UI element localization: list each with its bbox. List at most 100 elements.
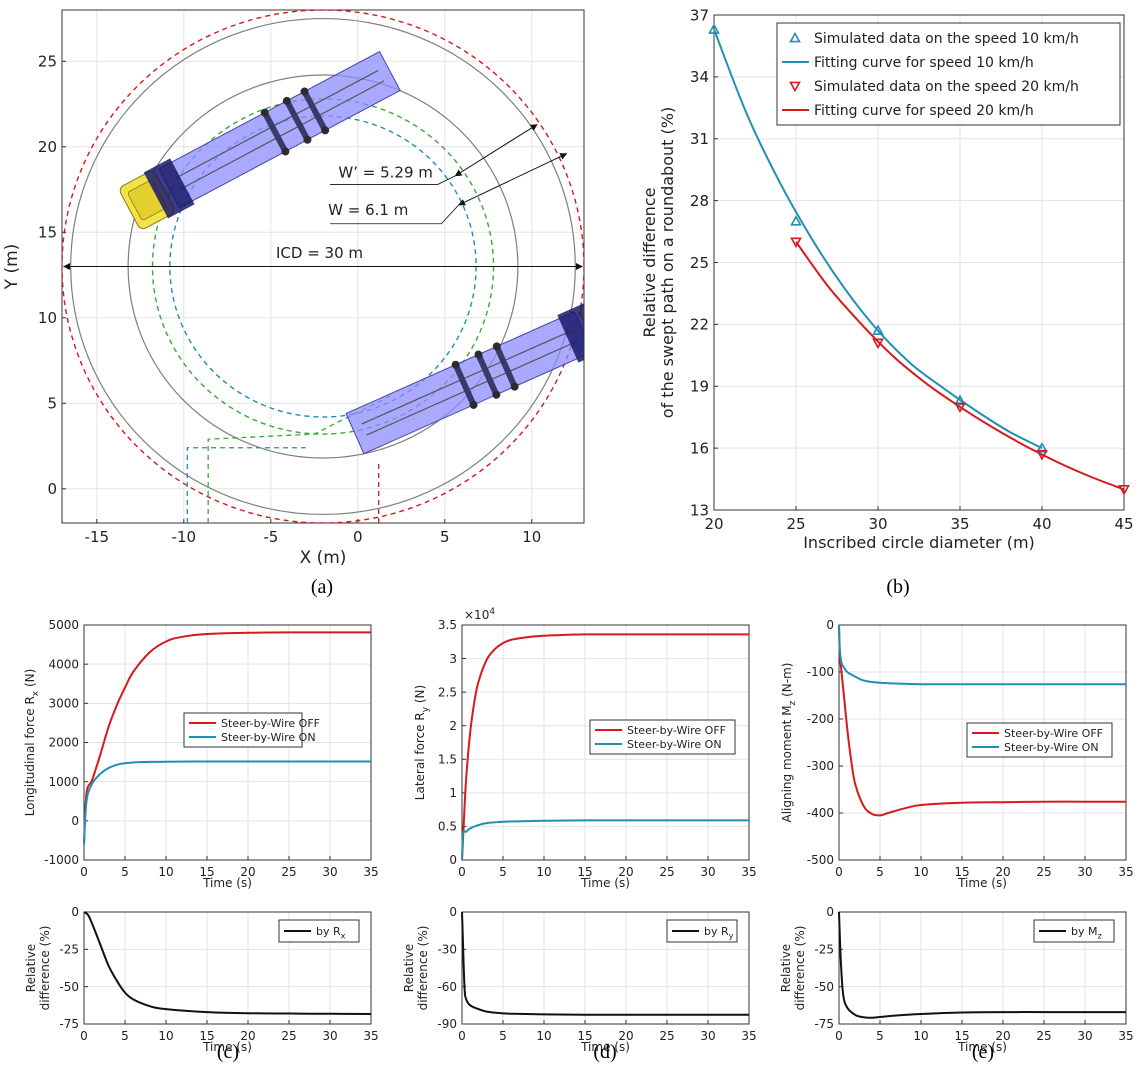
x-tick-label: 25 [281,1029,296,1043]
x-tick-label: 25 [281,865,296,879]
y-tick-label: 2000 [48,736,79,750]
chart-b: 20 25 30 35 40 45 13 16 19 22 25 28 31 34 37 Inscribed … [640,6,1134,552]
wheel [281,147,290,156]
y-tick-label: 0.5 [438,820,457,834]
series-line [461,911,749,1016]
data-point [1118,484,1130,496]
legend-label: by Ry [704,925,734,941]
x-tick-label: 45 [1114,515,1133,533]
data-point [872,324,884,335]
legend-label: Steer-by-Wire ON [627,738,722,751]
x-axis-label: Time (s) [202,1040,252,1054]
y-axis-label: Longitudinal force Rx (N) [23,669,41,817]
data-point [790,215,802,226]
x-axis-label: Inscribed circle diameter (m) [803,533,1035,552]
y-tick-label: 4000 [48,657,79,671]
x-tick-label: 15 [954,865,969,879]
x-tick-label: -5 [263,528,278,546]
x-tick-label: 0 [835,1029,843,1043]
legend-box [278,919,360,943]
series-line [83,760,371,845]
y-tick-label: -25 [59,943,79,957]
x-tick-label: 0 [80,1029,88,1043]
legend-label: Steer-by-Wire OFF [221,717,320,730]
x-tick-label: 25 [1036,1029,1051,1043]
caption-2: (c) [217,1041,239,1063]
x-tick-label: 0 [458,1029,466,1043]
x-axis-label: Time (s) [957,1040,1007,1054]
y-tick-label: 2.5 [438,685,457,699]
y-axis-label: Lateral force Ry (N) [413,685,431,800]
x-tick-label: 35 [1118,865,1133,879]
y-tick-label: 5000 [48,618,79,632]
y-axis-label: Aligning moment Mz (N-m) [780,663,798,823]
legend-label: Steer-by-Wire OFF [627,724,726,737]
y-axis-label: Relative [779,944,793,992]
dimension-arrow-w [458,153,568,206]
y-tick-label: 2 [449,719,457,733]
x-tick-label: 5 [499,865,507,879]
x-axis-label: Time (s) [957,876,1007,890]
x-tick-label: 15 [577,865,592,879]
x-axis-label: X (m) [300,548,347,568]
legend-label: by Mz [1071,925,1102,941]
y-tick-label: 0 [449,853,457,867]
y-axis-label: difference (%) [416,926,430,1011]
x-tick-label: 30 [700,865,715,879]
y-tick-label: 25 [38,53,57,71]
axle [474,351,500,398]
y-tick-label: 1.5 [438,752,457,766]
chart-c: 0 5 10 15 20 25 30 35-1000010002000300040005000… [23,618,379,890]
y-tick-label: 3 [449,652,457,666]
y-axis-label: difference (%) [793,926,807,1011]
series-line [83,631,371,845]
x-tick-label: 10 [536,865,551,879]
x-tick-label: 35 [950,515,969,533]
y-axis-label: Y (m) [2,244,22,291]
x-tick-label: 25 [659,865,674,879]
y-tick-label: -90 [437,1017,457,1031]
x-tick-label: 30 [1077,865,1092,879]
x-tick-label: 5 [121,1029,129,1043]
annotation-w: W = 6.1 m [328,201,408,219]
y-axis-label: Relative [402,944,416,992]
wheel [282,96,291,105]
axle [493,343,519,390]
wheel [303,135,312,144]
series-line [461,633,749,861]
wheel [451,360,460,369]
y-tick-label: 0 [449,905,457,919]
y-tick-label: 1 [449,786,457,800]
x-tick-label: 25 [1036,865,1051,879]
x-tick-label: 30 [868,515,887,533]
y-tick-label: 0 [47,480,57,498]
chart-a: -15 -10 -5 0 5 10 0 5 10 15 20 25 X (m) Y (m) W’ = 5.2… [2,9,585,568]
x-tick-label: 5 [876,1029,884,1043]
truck-illustration [345,293,584,455]
truck-cab [579,293,584,351]
x-tick-label: 5 [121,865,129,879]
axes-frame [83,911,372,1025]
x-tick-label: 40 [1032,515,1051,533]
y-tick-label: 5 [47,395,57,413]
caption-0: (a) [311,576,333,598]
y-tick-label: 20 [38,138,57,156]
wheel [492,342,501,351]
y-tick-label: -200 [807,712,834,726]
y-tick-label: -400 [807,806,834,820]
axle [452,361,478,408]
x-tick-label: 15 [199,865,214,879]
x-tick-label: 10 [522,528,541,546]
y-tick-label: -1000 [44,853,79,867]
wheel [300,87,309,96]
x-tick-label: 20 [995,1029,1010,1043]
x-tick-label: 30 [322,865,337,879]
x-axis-label: Time (s) [580,876,630,890]
y-tick-label: 19 [690,378,709,396]
data-point [708,23,720,34]
x-tick-label: 10 [158,1029,173,1043]
caption-1: (b) [886,576,909,598]
data-point [954,402,966,414]
chassis-rail [174,69,379,179]
legend-marker [789,31,801,43]
